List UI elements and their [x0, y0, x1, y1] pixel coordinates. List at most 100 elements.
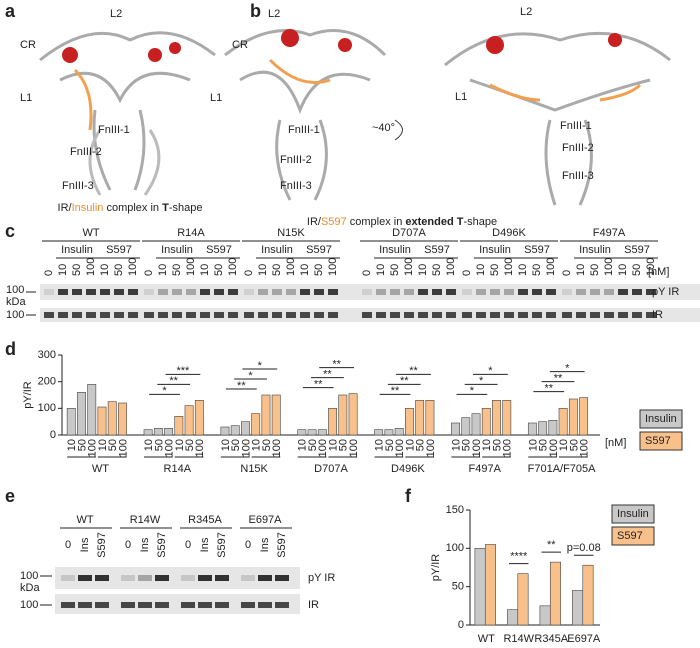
label: FnIII-2: [562, 142, 594, 154]
band: [144, 312, 154, 318]
dose-label: 50: [230, 439, 242, 451]
significance: **: [237, 380, 246, 392]
significance: **: [169, 375, 178, 387]
dose-label: 10: [251, 439, 263, 451]
label: R14A: [177, 227, 205, 239]
band: [100, 312, 110, 318]
dose-label: 100: [348, 439, 360, 457]
band: [362, 312, 372, 318]
caption-part: Insulin: [72, 202, 104, 214]
dose-label: 100: [425, 439, 437, 457]
band: [546, 312, 556, 318]
bar: [572, 590, 584, 626]
band: [186, 312, 196, 318]
label: 0: [245, 539, 251, 551]
dose-label: 0: [361, 270, 373, 276]
band: [138, 602, 152, 608]
band: [646, 289, 656, 295]
bar: [461, 417, 471, 436]
band: [198, 575, 212, 581]
label: WT: [76, 514, 93, 526]
x-tick-label: N15K: [240, 463, 268, 475]
dose-label: 100: [403, 258, 415, 276]
label: Ins: [259, 537, 271, 552]
band: [328, 312, 338, 318]
label: 0: [65, 539, 71, 551]
label: S597: [624, 244, 650, 256]
band: [590, 312, 600, 318]
bar: [220, 426, 230, 436]
blot: [55, 567, 300, 589]
bar: [451, 422, 460, 436]
caption-part: complex in: [103, 202, 162, 214]
band: [121, 575, 135, 581]
band: [504, 312, 514, 318]
band: [78, 602, 92, 608]
label: pY IR: [308, 572, 335, 584]
significance: *: [470, 385, 475, 397]
caption-part: complex in: [347, 216, 406, 228]
dose-label: 10: [481, 439, 493, 451]
band: [44, 312, 54, 318]
significance: **: [400, 375, 409, 387]
label: S597: [106, 244, 132, 256]
dose-label: 10: [404, 439, 416, 451]
dose-label: 10: [143, 439, 155, 451]
band: [44, 289, 54, 295]
dose-label: 10: [57, 264, 69, 276]
bar: [538, 421, 548, 436]
band: [618, 289, 628, 295]
dose-label: 50: [338, 439, 350, 451]
band: [376, 289, 386, 295]
band: [172, 289, 182, 295]
bar: [164, 428, 174, 436]
dose-label: 100: [603, 258, 615, 276]
band: [632, 289, 642, 295]
bar: [425, 400, 435, 436]
band: [604, 289, 614, 295]
band: [58, 312, 68, 318]
dose-label: 0: [243, 270, 255, 276]
dose-label: 100: [127, 258, 139, 276]
band: [590, 289, 600, 295]
band: [646, 312, 656, 318]
band: [214, 312, 224, 318]
bar: [394, 428, 404, 436]
band: [562, 312, 572, 318]
dose-label: 100: [85, 258, 97, 276]
bar: [348, 393, 358, 436]
dose-label: 100: [327, 258, 339, 276]
significance: **: [554, 373, 563, 385]
dose-label: 50: [384, 439, 396, 451]
label: R345A: [188, 514, 222, 526]
label: [nM]: [605, 437, 626, 449]
dose-label: 10: [299, 264, 311, 276]
label: D707A: [392, 227, 426, 239]
label: FnIII-1: [98, 124, 130, 136]
dose-label: 50: [568, 439, 580, 451]
dose-label: 10: [174, 439, 186, 451]
band: [128, 289, 138, 295]
dose-label: 50: [491, 439, 503, 451]
label: kDa: [6, 296, 26, 308]
band: [462, 289, 472, 295]
bar: [492, 400, 501, 436]
band: [241, 575, 255, 581]
band: [214, 289, 224, 295]
dose-label: 50: [71, 264, 83, 276]
legend-label: Insulin: [645, 413, 677, 425]
bar: [251, 413, 261, 436]
band: [300, 312, 310, 318]
panel-letter: c: [5, 221, 15, 241]
dose-label: 10: [66, 439, 78, 451]
dose-label: 50: [461, 439, 473, 451]
dose-label: 100: [645, 258, 657, 276]
x-tick-label: R345A: [534, 633, 568, 645]
label: pY IR: [652, 286, 679, 298]
band: [114, 289, 124, 295]
band: [490, 312, 500, 318]
bar: [97, 406, 107, 436]
band: [576, 312, 586, 318]
band: [518, 312, 528, 318]
bar: [507, 609, 519, 626]
